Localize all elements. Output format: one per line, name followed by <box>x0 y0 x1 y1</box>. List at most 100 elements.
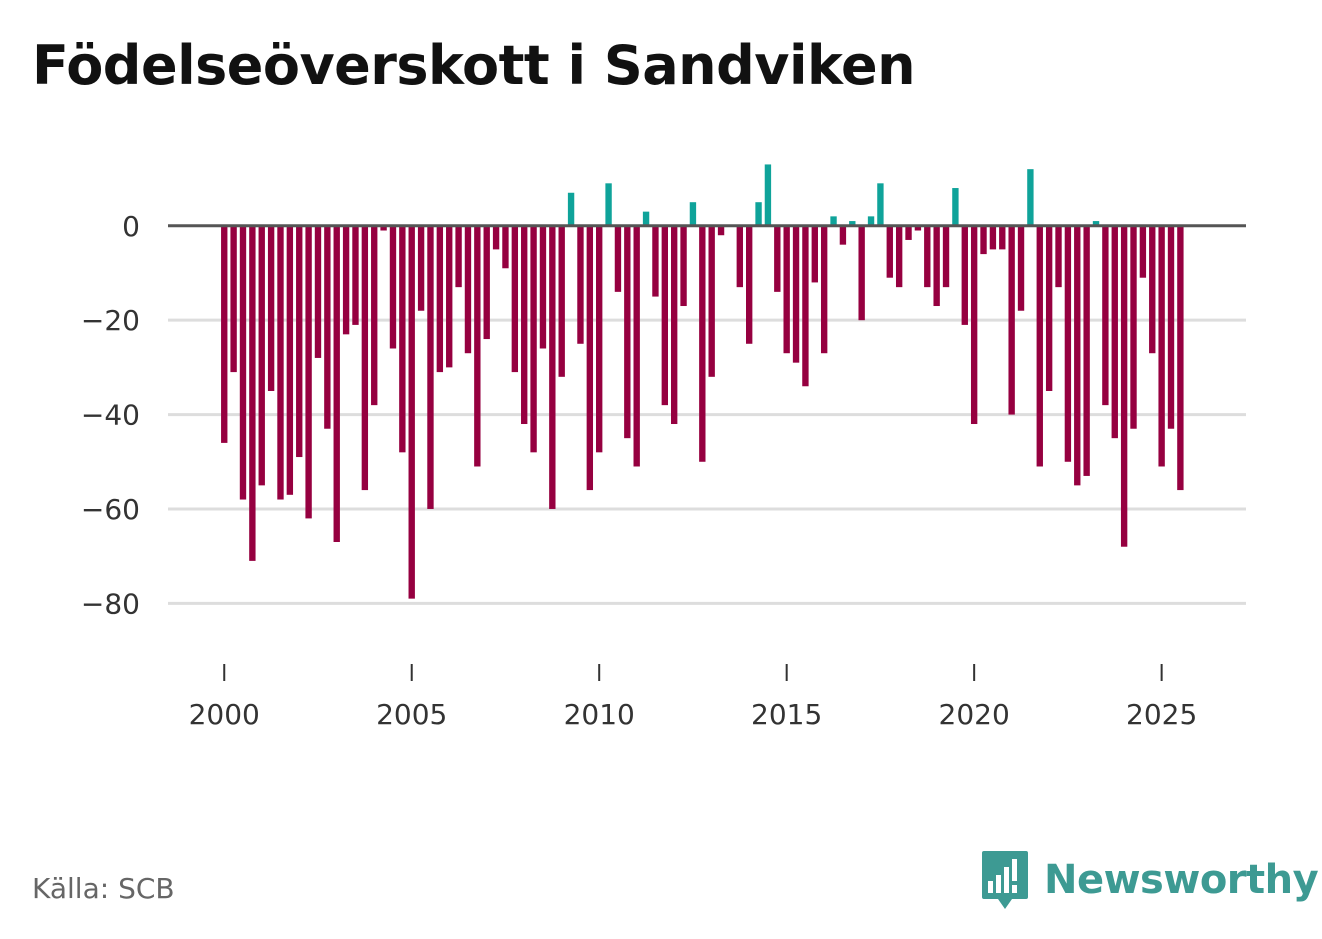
bar <box>361 225 369 491</box>
bar <box>389 225 397 349</box>
bar <box>1017 225 1025 311</box>
bar <box>802 225 809 387</box>
bar <box>230 225 237 373</box>
bar <box>970 225 978 425</box>
bar <box>286 225 294 495</box>
bar <box>577 225 584 344</box>
x-tick-label: 2010 <box>564 698 635 731</box>
bar <box>511 225 519 373</box>
bar <box>408 225 415 599</box>
x-tick-label: 2020 <box>939 698 1010 731</box>
brand-name: Newsworthy <box>1044 857 1319 903</box>
bar <box>596 225 603 453</box>
bar <box>652 225 659 297</box>
bar <box>277 225 284 500</box>
bar <box>258 225 265 486</box>
bar <box>296 225 303 458</box>
bar <box>324 225 331 429</box>
bar <box>549 225 556 509</box>
bar <box>1092 221 1100 226</box>
bar <box>877 183 884 226</box>
bar <box>1083 225 1090 476</box>
bar <box>417 225 425 311</box>
bar <box>1036 225 1043 467</box>
bar <box>689 202 697 226</box>
bar <box>933 225 940 307</box>
bar <box>1167 225 1175 429</box>
bar <box>567 192 575 226</box>
bar <box>961 225 968 325</box>
x-tick-label: 2025 <box>1126 698 1197 731</box>
bar <box>708 225 715 377</box>
bar <box>436 225 444 373</box>
bar <box>980 225 987 255</box>
bar <box>267 225 275 391</box>
y-tick-label: 0 <box>122 210 140 243</box>
bar <box>1027 169 1034 226</box>
bar <box>914 225 922 231</box>
bar <box>699 225 706 462</box>
bar <box>717 225 725 236</box>
bar <box>614 225 622 292</box>
bar <box>1064 225 1072 462</box>
bar <box>352 225 359 325</box>
bar <box>399 225 406 453</box>
y-tick-label: −80 <box>81 587 140 620</box>
bar <box>1158 225 1165 467</box>
bar <box>558 225 565 377</box>
bar-chart: 0 −20 −40 −60 −80 2000 2005 2010 2015 2020 2025 <box>81 164 1246 731</box>
bar <box>1139 225 1147 278</box>
bar <box>333 225 340 543</box>
bar <box>342 225 350 335</box>
bar <box>830 216 837 226</box>
bar <box>427 225 434 509</box>
bar <box>1102 225 1109 406</box>
bar <box>839 225 847 245</box>
bar <box>755 202 762 226</box>
bar <box>867 216 875 226</box>
bar <box>792 225 800 363</box>
newsworthy-logo[interactable]: Newsworthy <box>980 848 1319 912</box>
bar <box>1055 225 1062 288</box>
bar <box>746 225 753 344</box>
bar <box>474 225 481 467</box>
bar <box>783 225 790 354</box>
bar <box>371 225 378 406</box>
bar <box>502 225 509 269</box>
bar <box>905 225 912 240</box>
bar <box>530 225 537 453</box>
bar <box>849 221 856 226</box>
bar <box>605 183 612 226</box>
y-tick-label: −60 <box>81 493 140 526</box>
bar <box>446 225 453 368</box>
bar <box>624 225 631 439</box>
bar <box>680 225 687 307</box>
bar <box>1008 225 1015 415</box>
bar <box>380 225 387 231</box>
bar <box>736 225 743 288</box>
bar <box>774 225 781 292</box>
bar <box>942 225 950 288</box>
y-tick-label: −40 <box>81 399 140 432</box>
source-note: Källa: SCB <box>32 872 175 905</box>
bar <box>1177 225 1184 491</box>
bar <box>811 225 818 283</box>
x-axis: 2000 2005 2010 2015 2020 2025 <box>189 664 1197 731</box>
y-tick-label: −20 <box>81 304 140 337</box>
bar <box>1149 225 1156 354</box>
bar <box>671 225 678 425</box>
bar <box>989 225 997 250</box>
bar <box>1130 225 1137 429</box>
bar <box>249 225 256 561</box>
y-axis: 0 −20 −40 −60 −80 <box>81 210 140 621</box>
bar <box>314 225 322 358</box>
bar <box>858 225 865 321</box>
x-tick-label: 2000 <box>189 698 260 731</box>
bar <box>764 164 772 226</box>
bar <box>924 225 931 288</box>
bar <box>492 225 500 250</box>
bar <box>952 188 959 226</box>
bar <box>239 225 247 500</box>
bar <box>633 225 640 467</box>
bar <box>1111 225 1118 439</box>
